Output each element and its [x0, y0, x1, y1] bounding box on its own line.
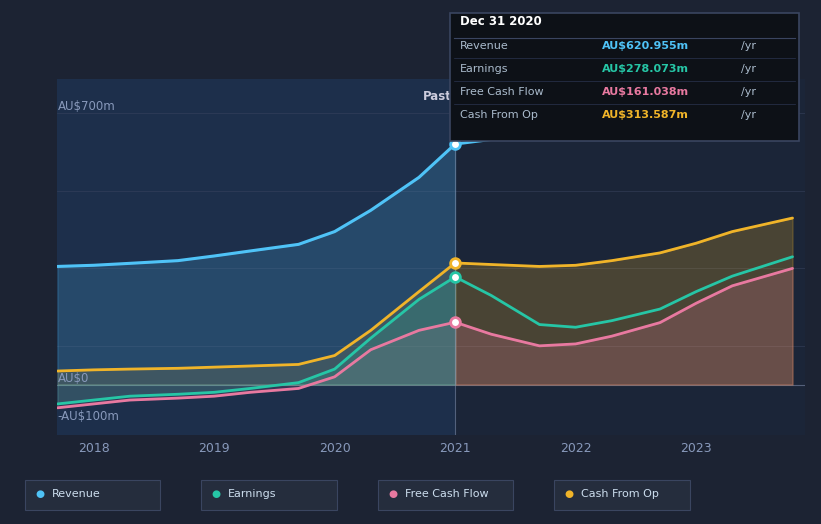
- Bar: [455, 79, 805, 435]
- Text: /yr: /yr: [741, 64, 756, 74]
- Text: Analysts Forecasts: Analysts Forecasts: [459, 90, 569, 103]
- Text: AU$161.038m: AU$161.038m: [602, 87, 689, 97]
- Text: Revenue: Revenue: [460, 41, 508, 51]
- Text: ●: ●: [35, 488, 44, 499]
- Text: ●: ●: [212, 488, 221, 499]
- Text: AU$0: AU$0: [57, 372, 89, 385]
- Text: ●: ●: [388, 488, 397, 499]
- Text: /yr: /yr: [741, 87, 756, 97]
- Text: Free Cash Flow: Free Cash Flow: [405, 488, 488, 499]
- Text: AU$278.073m: AU$278.073m: [602, 64, 689, 74]
- Text: AU$700m: AU$700m: [57, 101, 115, 114]
- Text: Revenue: Revenue: [52, 488, 100, 499]
- Bar: [57, 79, 455, 435]
- Text: Dec 31 2020: Dec 31 2020: [460, 15, 542, 28]
- Text: Past: Past: [423, 90, 452, 103]
- Text: ●: ●: [565, 488, 574, 499]
- Text: AU$620.955m: AU$620.955m: [602, 41, 689, 51]
- Text: /yr: /yr: [741, 110, 756, 120]
- Text: -AU$100m: -AU$100m: [57, 410, 119, 423]
- Text: Earnings: Earnings: [228, 488, 277, 499]
- Text: Free Cash Flow: Free Cash Flow: [460, 87, 544, 97]
- Text: Cash From Op: Cash From Op: [581, 488, 659, 499]
- Text: Earnings: Earnings: [460, 64, 508, 74]
- Text: /yr: /yr: [741, 41, 756, 51]
- Text: Cash From Op: Cash From Op: [460, 110, 538, 120]
- Text: AU$313.587m: AU$313.587m: [602, 110, 689, 120]
